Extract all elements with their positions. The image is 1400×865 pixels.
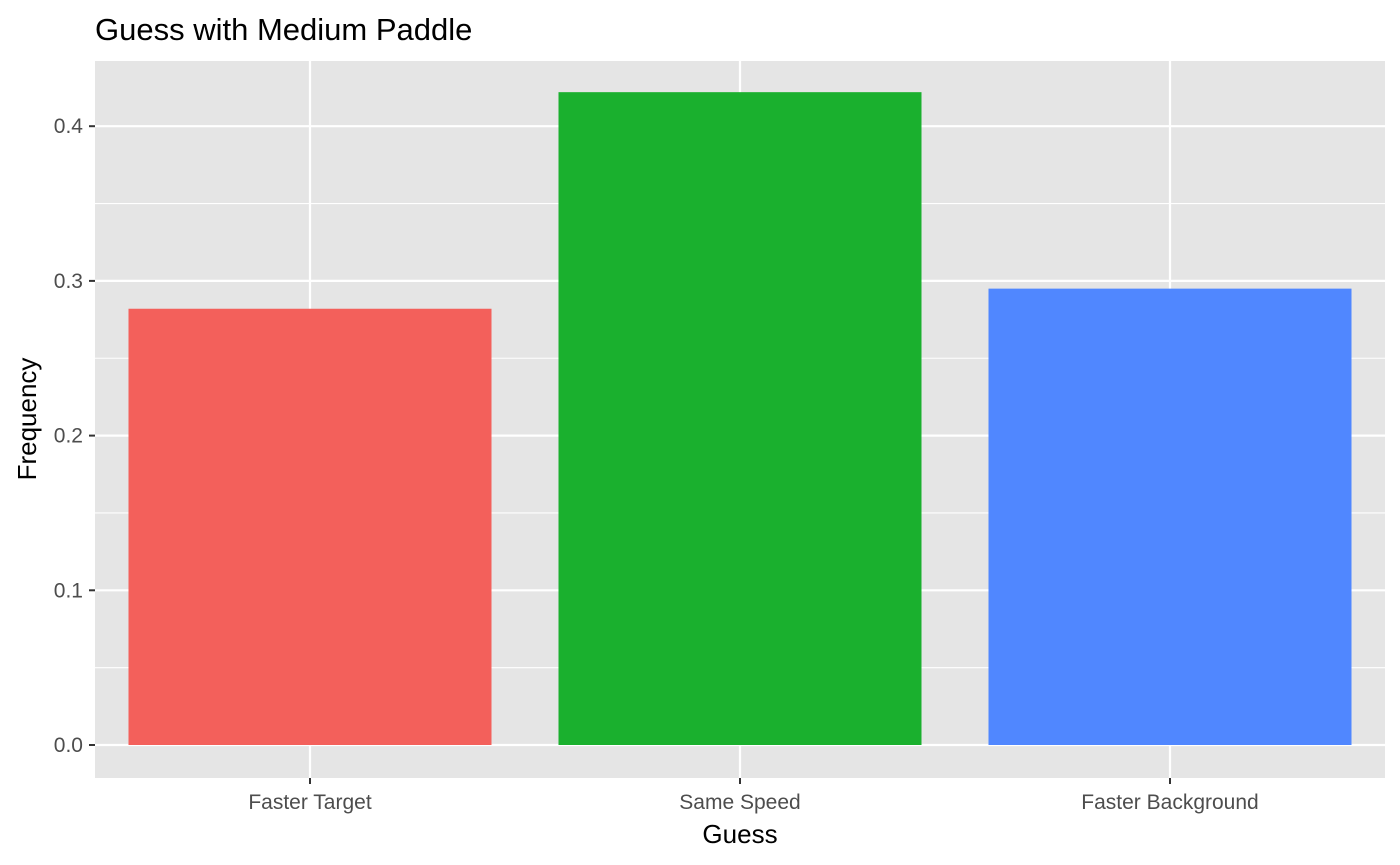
bar-faster-target	[128, 308, 492, 745]
bar-same-speed	[558, 92, 922, 745]
y-axis: 0.0 0.1 0.2 0.3 0.4	[54, 115, 95, 757]
chart-title: Guess with Medium Paddle	[95, 12, 472, 47]
y-tick-label: 0.0	[54, 734, 83, 757]
y-tick-label: 0.3	[54, 270, 83, 293]
y-axis-title: Frequency	[12, 358, 42, 481]
x-tick-label: Faster Target	[248, 791, 371, 814]
x-axis-title: Guess	[702, 819, 777, 849]
y-tick-label: 0.1	[54, 579, 83, 602]
x-tick-label: Same Speed	[679, 791, 800, 814]
y-tick-label: 0.4	[54, 115, 84, 138]
bar-faster-background	[988, 288, 1352, 745]
bars	[128, 92, 1352, 745]
x-axis: Faster Target Same Speed Faster Background	[248, 778, 1259, 814]
y-tick-label: 0.2	[54, 425, 83, 448]
x-tick-label: Faster Background	[1081, 791, 1258, 814]
